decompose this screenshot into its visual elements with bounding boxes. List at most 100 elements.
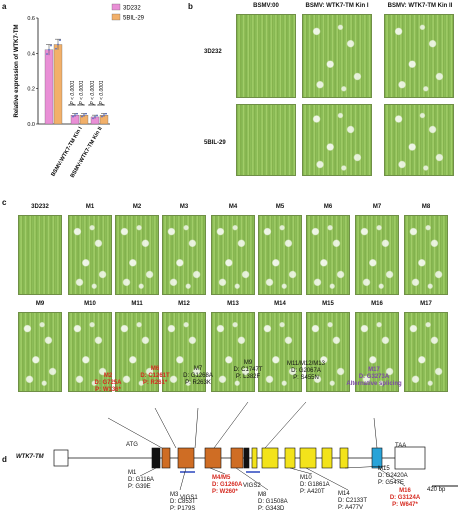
b-leaf-3d232-kin2 — [384, 14, 454, 98]
bar-3d232-0 — [45, 50, 53, 124]
mut-m7: M7 D: G1268A P: R263K — [176, 366, 220, 387]
c-leaf-label-m4: M4 — [211, 204, 255, 211]
exon-9 — [285, 448, 295, 468]
c-leaf-label-m10: M10 — [68, 301, 112, 308]
mut-m14: M14 D: C2133T P: A477V — [338, 491, 367, 512]
b-row-label-1: 3D232 — [204, 49, 222, 56]
b-row-label-2: 5BIL-29 — [204, 140, 226, 147]
legend-label: 3D232 — [123, 6, 141, 12]
mutation-pointer-top — [155, 408, 176, 448]
mut-m11-m12-m13: M11/M12/M13 D: G2067A P: S455N — [280, 361, 332, 382]
c-leaf-m5 — [258, 215, 302, 295]
c-leaf-m2 — [115, 215, 159, 295]
c-leaf-m7 — [355, 215, 399, 295]
data-point — [55, 48, 57, 50]
legend-label: 5BIL-29 — [123, 16, 145, 22]
c-leaf-label-m11: M11 — [115, 301, 159, 308]
b-leaf-3d232-bsmv00 — [236, 14, 296, 98]
c-leaf-3d232 — [18, 215, 62, 295]
b-leaf-5bil-bsmv00 — [236, 104, 296, 176]
data-point — [101, 116, 103, 118]
c-leaf-label-m16: M16 — [355, 301, 399, 308]
b-leaf-5bil-kin1 — [302, 104, 372, 176]
b-col-header-1: BSMV:00 — [236, 3, 296, 10]
d-atg-label: ATG — [126, 442, 138, 449]
mut-m9: M9 D: C1747T P: L382F — [226, 360, 270, 381]
exon-8 — [262, 448, 278, 468]
c-leaf-label-m9: M9 — [18, 301, 62, 308]
mut-m6: M6 D: C1261T P: R261* — [136, 366, 174, 387]
data-point — [72, 116, 74, 118]
b-leaf-3d232-kin1 — [302, 14, 372, 98]
mutation-pointer-top — [374, 418, 377, 448]
mut-m8: M8 D: G1508A P: G343D — [258, 492, 288, 513]
exon-4 — [205, 448, 221, 468]
c-leaf-label-3d232: 3D232 — [18, 204, 62, 211]
panel-letter-b: b — [188, 2, 193, 11]
exon-2 — [162, 448, 170, 468]
exon-12 — [340, 448, 348, 468]
y-axis-label: Relative expression of WTK7-TM — [14, 24, 20, 117]
p-value-label: P < 0.0001 — [79, 80, 85, 104]
d-taa-label: TAA — [395, 443, 406, 450]
mutation-pointer-bottom — [290, 468, 312, 474]
y-tick-label: 0.2 — [27, 87, 35, 93]
data-point — [105, 113, 107, 115]
mut-m1: M1 D: G116A P: G39E — [128, 470, 154, 491]
exon-7 — [252, 448, 257, 468]
panel-a-chart: 0.0 0.2 0.4 0.6 Relative expression of WTK7-… — [0, 0, 160, 180]
data-point — [48, 49, 50, 51]
legend-swatch — [112, 14, 120, 20]
c-leaf-m1 — [68, 215, 112, 295]
data-point — [50, 45, 52, 47]
p-value-label: P < 0.0001 — [90, 80, 96, 104]
c-leaf-label-m5: M5 — [258, 204, 302, 211]
utr-5prime — [54, 450, 68, 466]
data-point — [74, 114, 76, 116]
data-point — [83, 114, 85, 116]
mut-m2: M2 D: G725A P: W136* — [90, 373, 126, 394]
mutation-pointer-top — [265, 402, 306, 448]
c-leaf-m6 — [306, 215, 350, 295]
c-leaf-m4 — [211, 215, 255, 295]
mutation-pointer-top — [214, 402, 248, 448]
mutation-pointer-top — [195, 408, 198, 448]
d-scale-label: 420 bp — [427, 487, 445, 494]
data-point — [57, 44, 59, 46]
d-vigs1-label: VIGS1 — [180, 495, 198, 502]
data-point — [59, 39, 61, 41]
legend-swatch — [112, 4, 120, 10]
data-point — [76, 113, 78, 115]
b-col-header-2: BSMV: WTK7-TM Kin I — [296, 3, 378, 10]
mut-m4-m5: M4/M5 D: G1260A P: W260* — [212, 475, 242, 496]
mutation-pointer-bottom — [210, 468, 225, 474]
exon-10 — [300, 448, 316, 468]
data-point — [94, 116, 96, 118]
c-leaf-label-m3: M3 — [162, 204, 206, 211]
c-leaf-label-m2: M2 — [115, 204, 159, 211]
b-leaf-5bil-kin2 — [384, 104, 454, 176]
data-point — [92, 117, 94, 119]
c-leaf-label-m7: M7 — [355, 204, 399, 211]
c-leaf-label-m15: M15 — [306, 301, 350, 308]
exon-3 — [178, 448, 194, 468]
data-point — [103, 114, 105, 116]
mutation-pointer-bottom — [180, 468, 186, 490]
data-point — [85, 113, 87, 115]
exon-13 — [372, 448, 382, 468]
bar-5bil29-0 — [54, 45, 62, 125]
panel-letter-c: c — [2, 198, 6, 207]
b-col-header-3: BSMV: WTK7-TM Kin II — [378, 3, 462, 10]
c-leaf-label-m17: M17 — [404, 301, 448, 308]
data-point — [46, 53, 48, 55]
p-value-label: P < 0.0001 — [70, 80, 76, 104]
y-tick-label: 0.4 — [27, 51, 35, 57]
mut-m17: M17 D: G3273A Alternative splicing — [338, 367, 410, 388]
data-point — [81, 116, 83, 118]
mut-m15: M15 D: G2420A P: G547E — [378, 466, 408, 487]
exon-5 — [231, 448, 243, 468]
y-tick-label: 0.0 — [27, 122, 35, 128]
c-leaf-label-m6: M6 — [306, 204, 350, 211]
c-leaf-label-m14: M14 — [258, 301, 302, 308]
exon-1 — [152, 448, 160, 468]
